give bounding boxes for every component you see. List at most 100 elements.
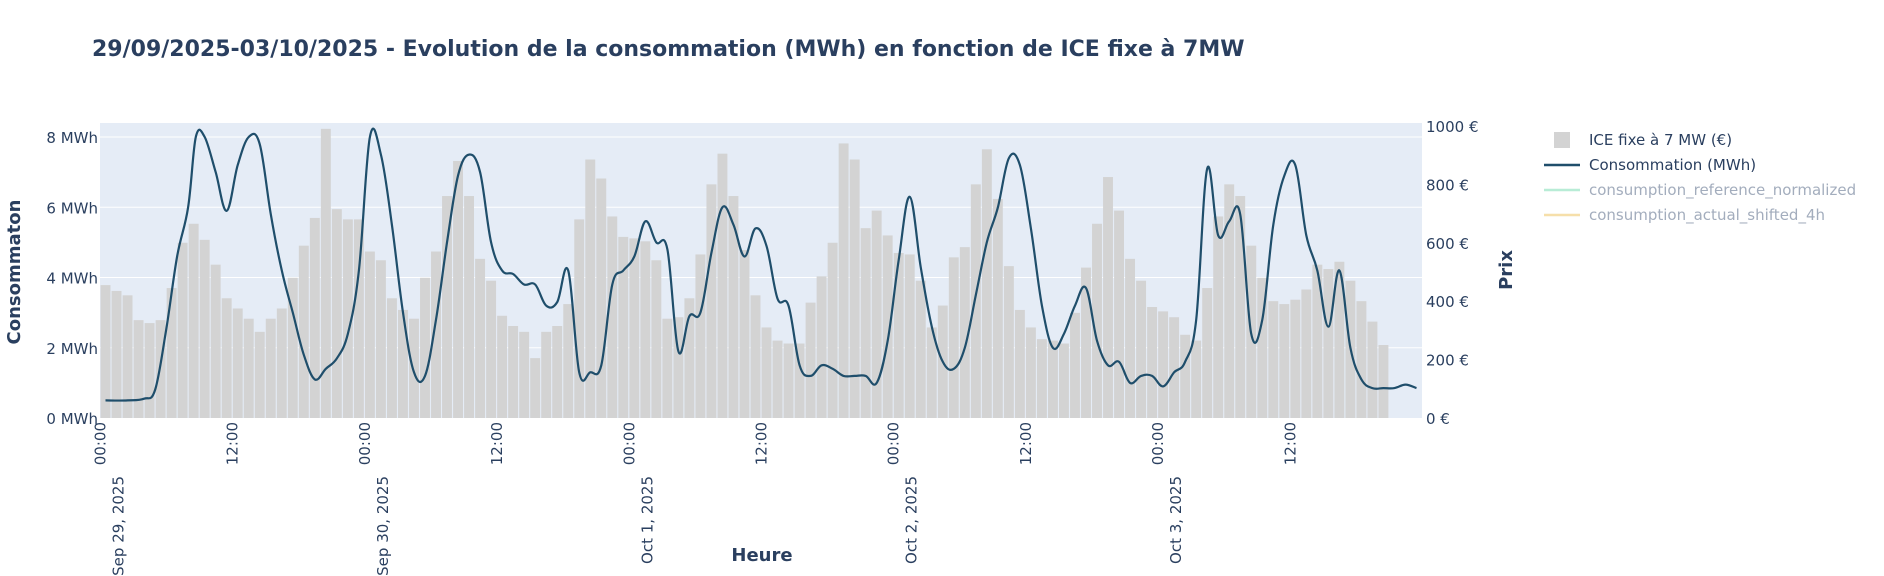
x-tick: 12:00	[488, 422, 506, 465]
price-bar	[375, 260, 386, 418]
price-bar	[1103, 177, 1113, 418]
x-tick: 12:00	[753, 422, 771, 465]
legend: ICE fixe à 7 MW (€) Consommation (MWh) con…	[1544, 131, 1856, 225]
price-bar	[1047, 340, 1058, 418]
price-bar	[1092, 223, 1102, 418]
x-tick-time: 00:00	[620, 422, 638, 465]
price-bar	[1334, 261, 1345, 418]
price-bar	[1180, 334, 1191, 418]
price-bar	[750, 295, 761, 418]
price-bar	[1323, 269, 1334, 418]
price-bar	[1312, 264, 1323, 418]
price-bar	[970, 184, 981, 418]
price-bar	[772, 340, 783, 418]
price-bar	[915, 280, 926, 418]
price-bar	[111, 290, 122, 418]
price-bar	[596, 178, 607, 418]
legend-item: consumption_reference_normalized	[1544, 181, 1856, 200]
price-bar	[530, 358, 541, 418]
price-bar	[981, 149, 992, 419]
y-axis-right-title: Prix	[1496, 250, 1517, 290]
price-bar	[1125, 258, 1136, 418]
price-bar	[144, 323, 155, 418]
price-bar	[508, 325, 519, 418]
x-tick-time: 12:00	[753, 422, 771, 465]
right-tick-label: 600 €	[1426, 235, 1469, 253]
price-bar	[607, 216, 618, 418]
price-bar	[761, 327, 772, 418]
price-bar	[1070, 312, 1080, 418]
price-bar	[893, 252, 904, 418]
legend-item: ICE fixe à 7 MW (€)	[1554, 131, 1732, 149]
x-tick-date: Oct 2, 2025	[903, 476, 921, 564]
price-bar	[871, 210, 882, 418]
price-bar	[805, 302, 816, 418]
legend-label: ICE fixe à 7 MW (€)	[1589, 131, 1732, 149]
price-bar	[1025, 327, 1036, 418]
price-bar	[1081, 267, 1091, 418]
price-bar	[1301, 289, 1312, 418]
price-bar	[1114, 210, 1124, 418]
consumption-line	[105, 127, 1417, 402]
x-tick-date: Oct 1, 2025	[638, 476, 656, 564]
right-tick-label: 200 €	[1426, 352, 1469, 370]
price-bar	[1378, 344, 1389, 418]
right-axis-ticks: 0 € 200 € 400 € 600 € 800 € 1000 €	[1426, 118, 1479, 428]
price-bar	[1147, 307, 1158, 418]
left-tick-label: 6 MWh	[46, 199, 98, 217]
legend-label: consumption_actual_shifted_4h	[1589, 206, 1825, 225]
price-bar	[673, 317, 684, 418]
right-tick-label: 800 €	[1426, 176, 1469, 194]
price-bar	[794, 343, 805, 418]
price-bar	[926, 327, 937, 418]
price-bar	[1213, 216, 1224, 418]
price-bar	[320, 128, 331, 418]
right-tick-label: 1000 €	[1426, 118, 1479, 136]
x-tick-time: 12:00	[224, 422, 242, 465]
x-tick-time: 00:00	[356, 422, 374, 465]
price-bar	[100, 285, 111, 418]
price-bar	[651, 260, 662, 418]
price-bar	[243, 318, 254, 418]
price-bar	[420, 277, 430, 418]
price-bar	[1059, 343, 1069, 418]
legend-swatch	[1554, 132, 1570, 148]
price-bar	[739, 250, 750, 418]
chart-title: 29/09/2025-03/10/2025 - Evolution de la …	[92, 37, 1245, 62]
price-bar	[1257, 277, 1268, 418]
price-bar	[177, 242, 188, 418]
legend-label: consumption_reference_normalized	[1589, 181, 1856, 200]
price-bar	[904, 254, 915, 418]
price-bar	[1268, 301, 1279, 418]
price-bar	[684, 298, 695, 418]
price-bar	[210, 264, 221, 418]
price-bar	[1279, 304, 1290, 418]
price-bar	[409, 318, 419, 418]
price-bar	[838, 143, 849, 418]
price-bar	[364, 251, 375, 418]
x-tick-time: 00:00	[1149, 422, 1167, 465]
price-bar	[629, 238, 640, 418]
x-tick-date: Oct 3, 2025	[1167, 476, 1185, 564]
price-bar	[221, 298, 232, 418]
price-bar	[386, 298, 397, 418]
y-axis-left-title: Consommaton	[4, 200, 25, 345]
price-bar	[618, 236, 629, 418]
left-tick-label: 4 MWh	[46, 270, 98, 288]
price-bar	[475, 258, 486, 418]
price-bar	[816, 276, 827, 418]
price-bar	[519, 331, 530, 418]
price-bar	[122, 295, 133, 418]
x-tick: 12:00	[1281, 422, 1299, 465]
price-bar	[497, 315, 508, 418]
price-bar	[199, 239, 210, 418]
legend-item: Consommation (MWh)	[1544, 156, 1756, 174]
price-bar	[552, 325, 563, 418]
price-bar	[1367, 321, 1378, 418]
price-bar	[486, 280, 497, 418]
price-bar	[265, 318, 276, 418]
